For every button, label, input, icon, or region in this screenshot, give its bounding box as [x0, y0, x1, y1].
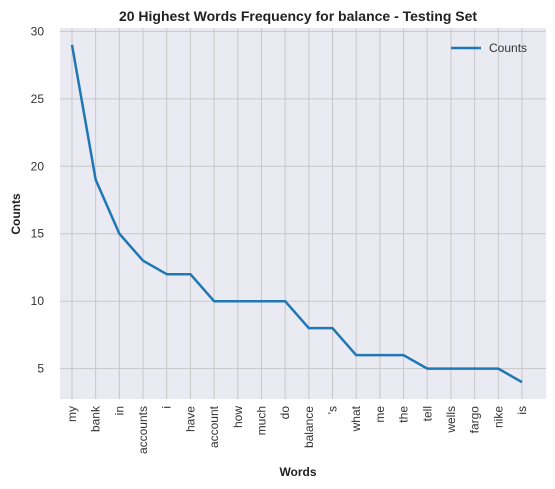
- x-tick-labels: my bank in accounts i have account how much do bal…: [65, 405, 529, 454]
- legend-label: Counts: [489, 41, 527, 55]
- x-tick-label: me: [373, 406, 387, 423]
- x-tick-label: what: [349, 405, 363, 432]
- y-tick-label: 30: [31, 24, 45, 38]
- y-tick-label: 10: [31, 294, 45, 308]
- y-tick-label: 5: [37, 362, 44, 376]
- x-tick-label: tell: [420, 406, 434, 421]
- y-tick-label: 20: [31, 159, 45, 173]
- x-tick-label: how: [231, 406, 245, 428]
- y-tick-labels: 5 10 15 20 25 30: [31, 24, 45, 375]
- x-tick-label: do: [278, 406, 292, 420]
- grid-lines: [60, 28, 546, 399]
- x-tick-label: accounts: [136, 406, 150, 454]
- x-tick-label: my: [65, 406, 79, 422]
- x-tick-label: account: [207, 405, 221, 448]
- plot-background: [60, 28, 546, 399]
- x-tick-label: 's: [326, 406, 340, 414]
- x-tick-label: is: [515, 406, 529, 415]
- x-tick-label: wells: [444, 406, 458, 434]
- y-tick-label: 25: [31, 92, 45, 106]
- legend: Counts: [451, 41, 527, 55]
- x-tick-label: bank: [89, 405, 103, 432]
- x-tick-label: i: [160, 406, 174, 409]
- series-group: [70, 44, 523, 384]
- x-tick-label: much: [254, 406, 268, 435]
- x-tick-label: in: [112, 406, 126, 415]
- x-tick-label: nike: [491, 406, 505, 428]
- y-axis-label: Counts: [9, 193, 23, 235]
- chart-title: 20 Highest Words Frequency for balance -…: [119, 8, 477, 24]
- y-tick-label: 15: [31, 227, 45, 241]
- x-axis-label: Words: [279, 465, 316, 479]
- x-tick-label: the: [397, 406, 411, 423]
- series-line-counts: [70, 44, 523, 384]
- x-tick-label: have: [183, 406, 197, 432]
- x-tick-label: balance: [302, 406, 316, 448]
- x-tick-label: fargo: [468, 406, 482, 434]
